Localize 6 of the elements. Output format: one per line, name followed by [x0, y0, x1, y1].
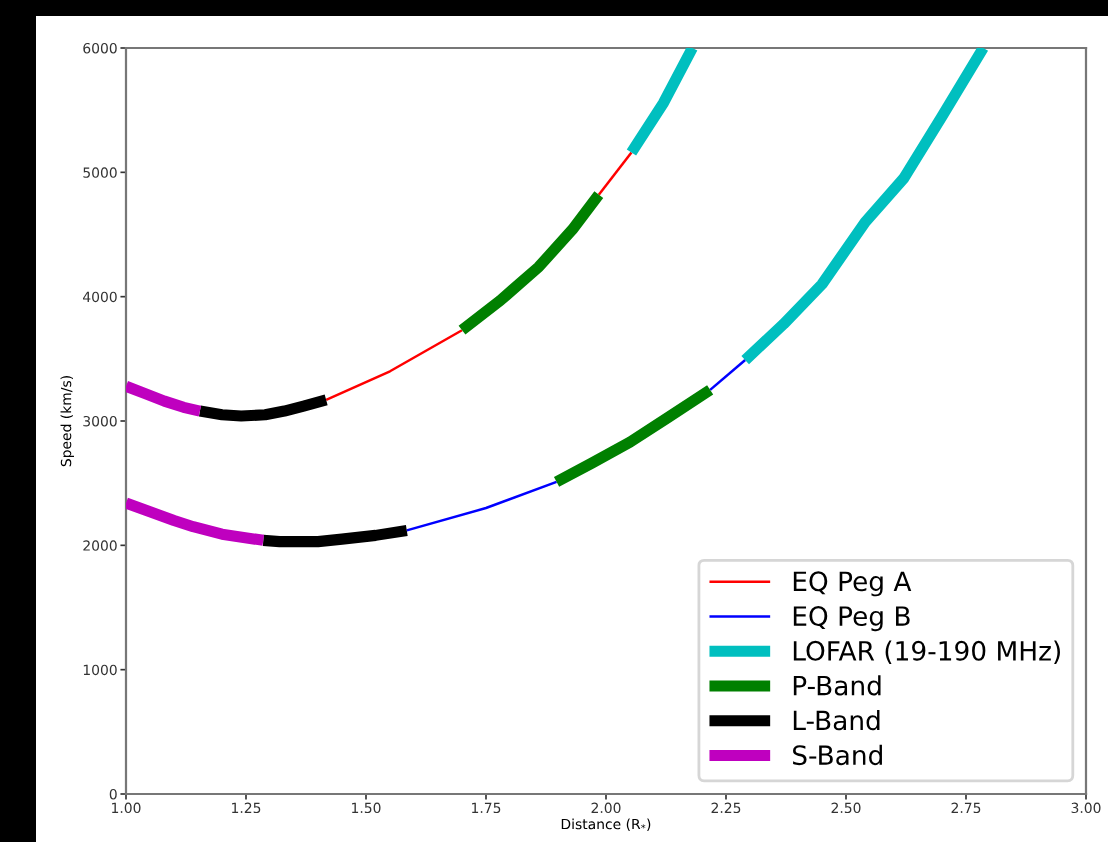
legend-label: EQ Peg B	[793, 606, 910, 632]
legend-label: EQ Peg A	[793, 571, 912, 597]
legend-label: LOFAR (19-190 MHz)	[793, 640, 1060, 664]
legend-label: S-Band	[793, 744, 882, 766]
legend-label: L-Band	[793, 709, 880, 731]
legend-label: P-Band	[793, 675, 881, 696]
